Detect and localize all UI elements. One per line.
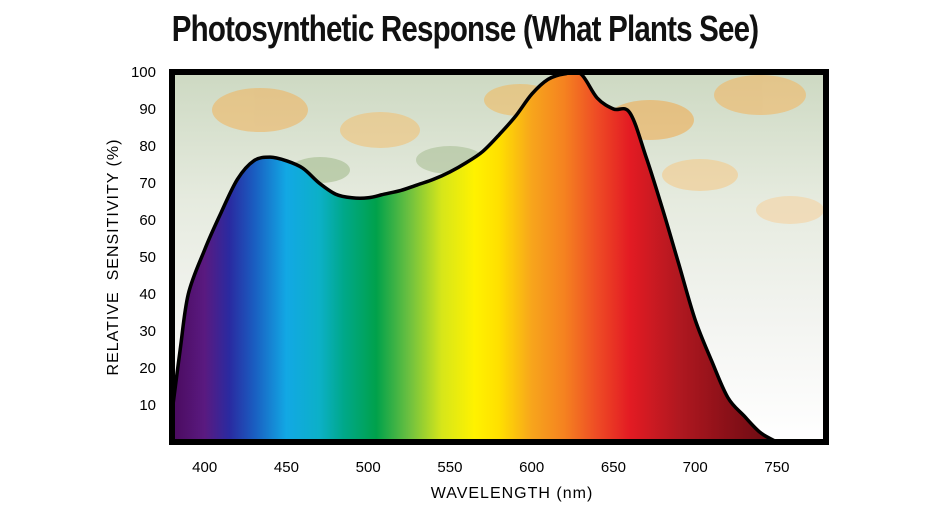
y-tick-label: 40 bbox=[139, 286, 156, 303]
y-tick-label: 50 bbox=[139, 249, 156, 266]
x-tick-label: 400 bbox=[192, 459, 217, 476]
y-axis-label: RELATIVE SENSITIVITY (%) bbox=[105, 139, 122, 376]
sensitivity-curve bbox=[170, 70, 779, 444]
y-tick-label: 60 bbox=[139, 212, 156, 229]
x-axis: 400 450 500 550 600 650 700 750 bbox=[192, 459, 789, 476]
x-tick-label: 650 bbox=[601, 459, 626, 476]
x-tick-label: 450 bbox=[274, 459, 299, 476]
x-tick-label: 600 bbox=[519, 459, 544, 476]
y-tick-label: 30 bbox=[139, 323, 156, 340]
x-tick-label: 500 bbox=[356, 459, 381, 476]
y-tick-label: 70 bbox=[139, 175, 156, 192]
x-tick-label: 750 bbox=[764, 459, 789, 476]
sensitivity-area bbox=[172, 71, 777, 442]
y-tick-label: 80 bbox=[139, 138, 156, 155]
y-axis: 10 20 30 40 50 60 70 80 90 100 bbox=[131, 64, 156, 414]
y-tick-label: 10 bbox=[139, 397, 156, 414]
y-tick-label: 20 bbox=[139, 360, 156, 377]
plot-frame bbox=[169, 69, 829, 445]
chart-title: Photosynthetic Response (What Plants See… bbox=[171, 8, 759, 49]
y-tick-label: 90 bbox=[139, 101, 156, 118]
x-tick-label: 700 bbox=[683, 459, 708, 476]
x-tick-label: 550 bbox=[437, 459, 462, 476]
x-axis-label: WAVELENGTH (nm) bbox=[431, 485, 594, 502]
y-tick-label: 100 bbox=[131, 64, 156, 81]
